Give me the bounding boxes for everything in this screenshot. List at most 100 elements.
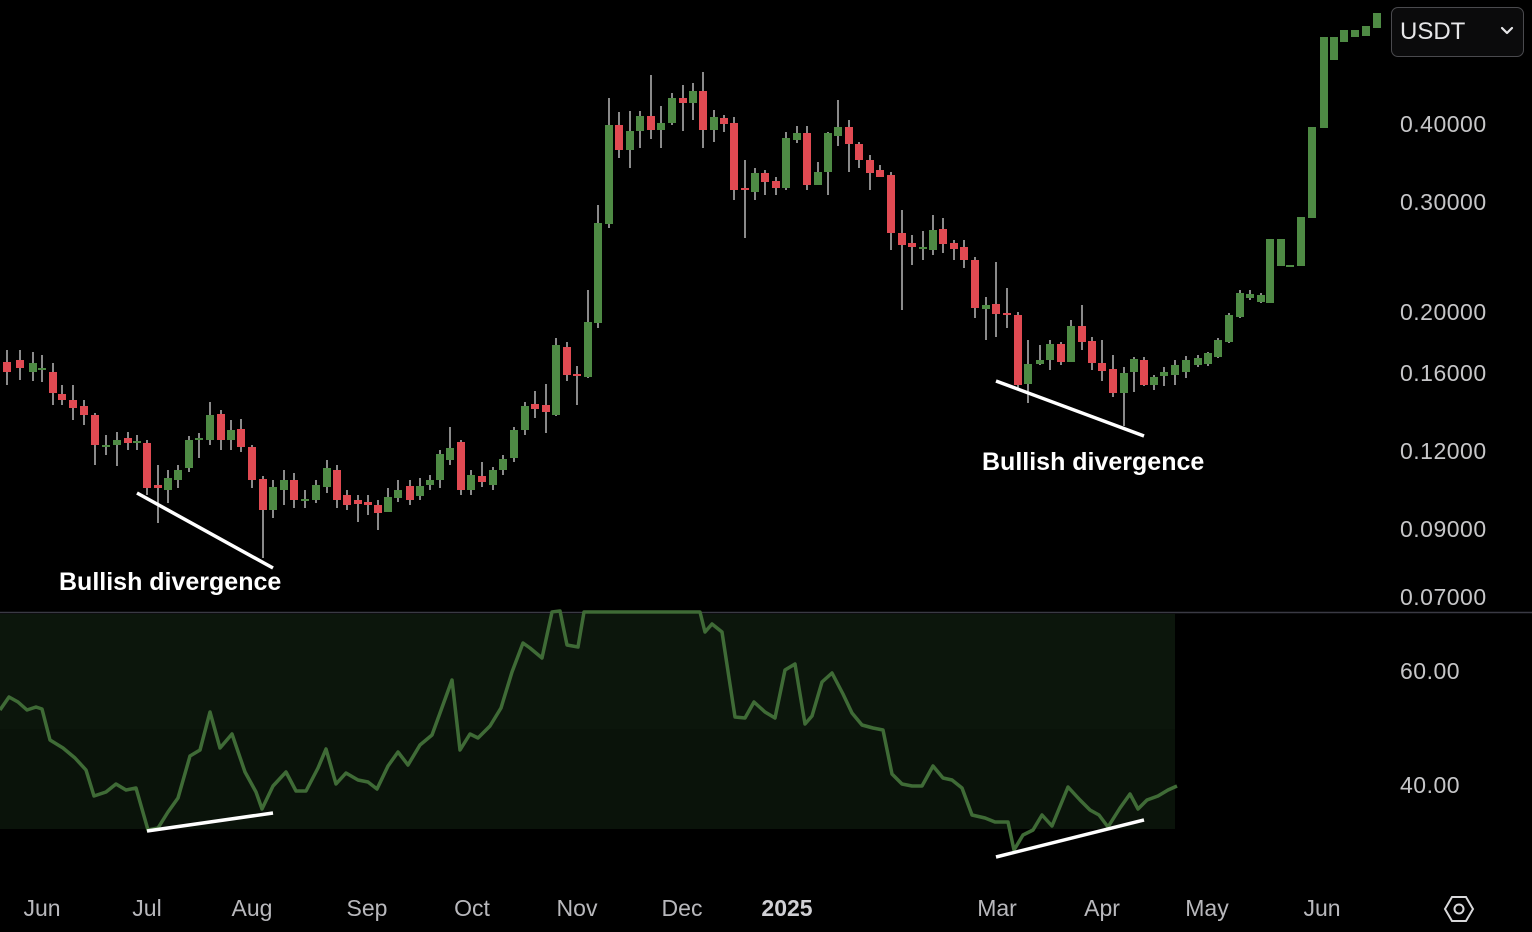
candle — [1140, 357, 1148, 386]
candle-body-bullish — [1277, 239, 1285, 266]
candle-body-bullish — [195, 438, 203, 440]
candle-body-bearish — [91, 415, 99, 445]
candlestick-series — [3, 13, 1381, 558]
time-tick-label: Jun — [23, 895, 61, 921]
candle — [154, 465, 162, 523]
candle-body-bearish — [237, 429, 245, 447]
candle-body-bearish — [741, 188, 749, 190]
candle-body-bullish — [510, 430, 518, 458]
candle — [982, 297, 990, 340]
candle — [467, 470, 475, 495]
candle-body-bearish — [950, 243, 958, 249]
candle — [1003, 288, 1011, 328]
candle — [636, 111, 644, 148]
divergence-trendline-price[interactable] — [136, 491, 274, 570]
candle-body-bullish — [1362, 26, 1370, 36]
candle — [436, 450, 444, 488]
candle — [1014, 312, 1022, 388]
candle-body-bullish — [584, 322, 592, 377]
divergence-trendline-rsi[interactable] — [146, 811, 274, 833]
candle-body-bearish — [803, 133, 811, 185]
candle — [102, 435, 110, 455]
candle — [573, 366, 581, 405]
candle-body-bullish — [929, 230, 937, 250]
candle-body-bearish — [866, 160, 874, 173]
candle-body-bullish — [1067, 326, 1075, 362]
currency-selector[interactable]: USDT — [1391, 7, 1524, 57]
candle-body-bearish — [364, 502, 372, 505]
candle-body-bearish — [876, 170, 884, 177]
candle-body-bullish — [1286, 265, 1294, 267]
candle — [1246, 290, 1254, 300]
candle — [1340, 30, 1348, 42]
divergence-trendline-rsi[interactable] — [995, 818, 1145, 859]
candle-body-bullish — [824, 133, 832, 172]
candle — [1150, 375, 1158, 390]
candle — [1330, 37, 1338, 60]
candle-body-bullish — [1257, 295, 1265, 302]
candle — [1067, 320, 1075, 362]
candle — [133, 435, 141, 450]
candle-body-bearish — [845, 127, 853, 144]
divergence-trendline-price[interactable] — [995, 379, 1145, 438]
candle-body-bearish — [143, 443, 151, 488]
candle-body-bearish — [58, 394, 66, 400]
candle — [594, 205, 602, 328]
candle — [259, 476, 267, 558]
candle — [793, 126, 801, 143]
candle-body-bullish — [668, 98, 676, 123]
candle — [939, 218, 947, 253]
candle — [1078, 305, 1086, 350]
candle-body-bullish — [489, 470, 497, 485]
candle — [49, 363, 57, 405]
candle — [1277, 239, 1285, 266]
candle — [1351, 30, 1359, 37]
candle-body-bearish — [960, 247, 968, 260]
candle — [679, 85, 687, 131]
rsi-tick-label: 40.00 — [1400, 772, 1461, 798]
candle-body-bullish — [467, 475, 475, 490]
candle — [185, 436, 193, 472]
candle-body-bearish — [1140, 360, 1148, 385]
candle-body-bullish — [499, 459, 507, 470]
candle — [605, 98, 613, 228]
price-tick-label: 0.20000 — [1400, 299, 1487, 325]
candle-body-bullish — [636, 116, 644, 131]
candle-body-bearish — [333, 470, 341, 500]
candle-body-bearish — [154, 485, 162, 488]
candle-body-bullish — [982, 305, 990, 309]
candle-body-bearish — [259, 479, 267, 510]
candle-body-bearish — [290, 480, 298, 500]
candle — [354, 495, 362, 522]
divergence-annotation-label: Bullish divergence — [982, 448, 1205, 476]
candle — [499, 455, 507, 475]
candle-body-bearish — [457, 442, 465, 490]
candle — [1257, 293, 1265, 303]
candle — [426, 475, 434, 490]
candle-body-bearish — [1014, 315, 1022, 385]
candle-body-bearish — [80, 406, 88, 415]
candle — [741, 160, 749, 238]
candle-body-bullish — [782, 138, 790, 188]
candle-body-bullish — [1330, 37, 1338, 60]
candle — [217, 410, 225, 450]
time-tick-label: Apr — [1084, 895, 1120, 921]
candle — [416, 478, 424, 500]
price-tick-label: 0.07000 — [1400, 584, 1487, 610]
candle — [478, 462, 486, 487]
candle — [1225, 313, 1233, 343]
candle-body-bullish — [384, 497, 392, 512]
candle-body-bullish — [1320, 37, 1328, 128]
candle — [29, 352, 37, 381]
time-tick-label: Dec — [661, 895, 703, 921]
chevron-down-icon — [1500, 26, 1514, 35]
candle — [91, 413, 99, 465]
candle-body-bearish — [855, 144, 863, 160]
candle — [908, 235, 916, 265]
candle — [1109, 355, 1117, 397]
candle — [824, 132, 832, 195]
candle — [364, 495, 372, 515]
candle — [113, 432, 121, 466]
settings-hexagon-icon[interactable] — [1443, 893, 1475, 925]
